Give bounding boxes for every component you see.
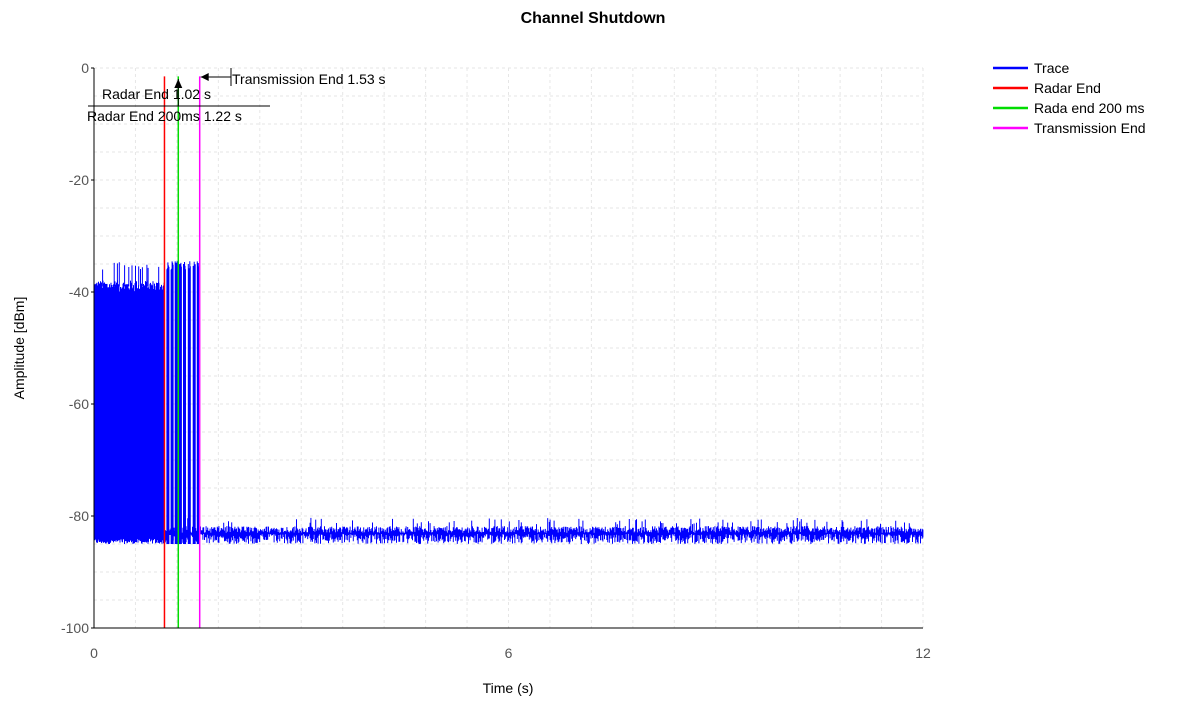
x-tick-label: 6 — [505, 645, 513, 661]
annotation-arrowhead-radar — [174, 79, 183, 88]
y-tick-label: -100 — [61, 620, 89, 636]
annotation-arrowhead-transmission — [200, 73, 209, 81]
y-tick-label: -20 — [69, 172, 89, 188]
legend-label-3: Transmission End — [1034, 120, 1146, 136]
y-tick-label: -60 — [69, 396, 89, 412]
annotation-radar-end: Radar End 1.02 s — [102, 86, 211, 102]
x-tick-label: 12 — [915, 645, 931, 661]
marker-lines — [163, 76, 201, 628]
x-axis-label: Time (s) — [483, 680, 534, 696]
chart-title: Channel Shutdown — [521, 10, 666, 27]
legend-label-2: Rada end 200 ms — [1034, 100, 1145, 116]
y-axis-label: Amplitude [dBm] — [11, 297, 27, 400]
legend: Trace Radar End Rada end 200 ms Transmissio… — [993, 60, 1146, 136]
y-tick-label: -80 — [69, 508, 89, 524]
legend-label-1: Radar End — [1034, 80, 1101, 96]
grid — [94, 67, 924, 628]
y-tick-label: -40 — [69, 284, 89, 300]
y-tick-label: 0 — [81, 60, 89, 76]
legend-label-0: Trace — [1034, 60, 1069, 76]
x-tick-label: 0 — [90, 645, 98, 661]
annotations: Radar End 1.02 s Radar End 200ms 1.22 s Tr… — [87, 68, 386, 124]
annotation-transmission-end: Transmission End 1.53 s — [232, 71, 386, 87]
annotation-radar-end-200ms: Radar End 200ms 1.22 s — [87, 108, 242, 124]
